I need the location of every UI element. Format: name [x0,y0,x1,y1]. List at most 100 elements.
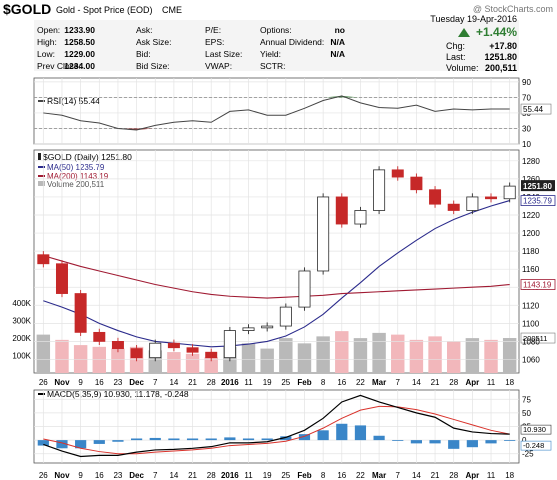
macd-histogram-bar [448,440,460,449]
change-percent: +1.44% [476,25,517,39]
candle-body [205,351,218,359]
x-tick-label: 25 [281,378,290,387]
price-tick-label: 1100 [522,319,540,328]
x-tick-label: 7 [153,378,158,387]
x-tick-label: 26 [39,378,48,387]
quote-label: P/E: [205,25,221,35]
rsi-last-box [520,103,552,115]
volume-bar [353,338,368,373]
quote-label: Prev Close: [37,61,81,71]
volume-bar [279,338,293,373]
volume-bar [73,345,88,373]
x-tick-label: Dec [129,471,144,480]
candle-body [335,196,348,225]
x-tick-label: 28 [207,471,216,480]
candle-body [186,347,199,353]
candle-body [111,341,124,350]
macd-histogram-bar [37,440,49,446]
x-tick-label: 11 [244,471,253,480]
x-tick-label: 14 [412,471,421,480]
macd-hist-last-box [520,440,552,451]
price-panel [33,149,520,374]
macd-histogram-bar [56,440,68,449]
quote-label: High: [37,37,57,47]
volume-tick-label: 100K [12,352,31,361]
macd-histogram-bar [75,440,87,449]
last-value: 1251.80 [484,52,517,62]
x-tick-label: 11 [244,378,253,387]
exchange-label: CME [162,5,182,15]
volume-bar [260,348,274,373]
candle-body [503,185,516,200]
candle-body [466,196,479,211]
macd-histogram-bar [205,438,217,441]
x-tick-label: Nov [54,378,70,387]
volume-bar [297,343,312,373]
rsi-last-label: 55.44 [523,105,544,114]
volume-bar [36,334,51,373]
macd-histogram-bar [485,440,497,444]
x-tick-label: 9 [78,471,83,480]
x-tick-label: Feb [297,471,311,480]
x-tick-label: 19 [263,471,272,480]
macd-tick-label: -25 [522,450,534,459]
volume-bar [446,341,461,373]
ma50-last-box [520,195,556,206]
ma50-legend-swatch [38,166,45,168]
macd-legend-swatch [38,393,45,395]
x-tick-label: 26 [39,471,48,480]
volume-legend: Volume 200,511 [47,180,105,189]
macd-histogram-bar [261,438,273,441]
macd-histogram-bar [224,437,236,441]
x-tick-label: 16 [337,471,346,480]
candle-body [130,348,143,359]
quote-value: 1234.00 [64,61,95,71]
candle-body [485,196,498,200]
quote-header: $GOLD Gold - Spot Price (EOD) CME @ Stoc… [3,1,553,73]
volume-bar [185,353,200,373]
price-tick-label: 1160 [522,265,540,274]
x-tick-label: Apr [465,471,479,480]
symbol-title: $GOLD [3,1,51,17]
rsi-legend-swatch [38,100,45,102]
x-tick-label: 2016 [221,471,239,480]
volume-bar [111,348,125,373]
macd-tick-label: 50 [522,409,531,418]
macd-histogram-bar [280,436,292,441]
price-last-box [521,180,555,192]
rsi-tick-label: 70 [522,93,531,102]
x-tick-label: 22 [356,471,365,480]
macd-histogram-bar [242,438,255,441]
volume-bar [484,339,498,373]
x-tick-label: Mar [372,378,386,387]
rsi-overbought-fill [325,95,359,98]
volume-value: 200,511 [485,63,517,73]
x-tick-label: Apr [465,378,479,387]
x-tick-label: 16 [95,471,104,480]
candle-body [74,293,87,333]
volume-tick-label: 200K [12,334,31,343]
quote-label: VWAP: [205,61,232,71]
x-tick-label: 28 [207,378,216,387]
candle-body [261,325,274,329]
candle-body [391,169,404,178]
candle-body [373,169,386,211]
candle-body [354,210,367,225]
quote-table: Open: 1233.90 High: 1258.50 Low: 1229.00 Prev … [37,25,345,71]
x-tick-label: Nov [54,471,70,480]
price-tick-label: 1080 [522,337,540,346]
price-tick-label: 1200 [522,229,540,238]
x-tick-label: 7 [396,471,401,480]
rsi-line [43,95,510,131]
x-tick-label: 21 [431,378,440,387]
x-tick-label: 28 [449,471,458,480]
candle-body [447,203,460,211]
macd-histogram-bar [186,438,199,441]
candle-body [55,263,68,294]
x-tick-label: 21 [188,471,197,480]
macd-histogram-bar [298,434,311,441]
x-tick-label: 14 [169,471,178,480]
macd-histogram-bar [168,438,180,441]
volume-label: Volume: [446,63,479,73]
